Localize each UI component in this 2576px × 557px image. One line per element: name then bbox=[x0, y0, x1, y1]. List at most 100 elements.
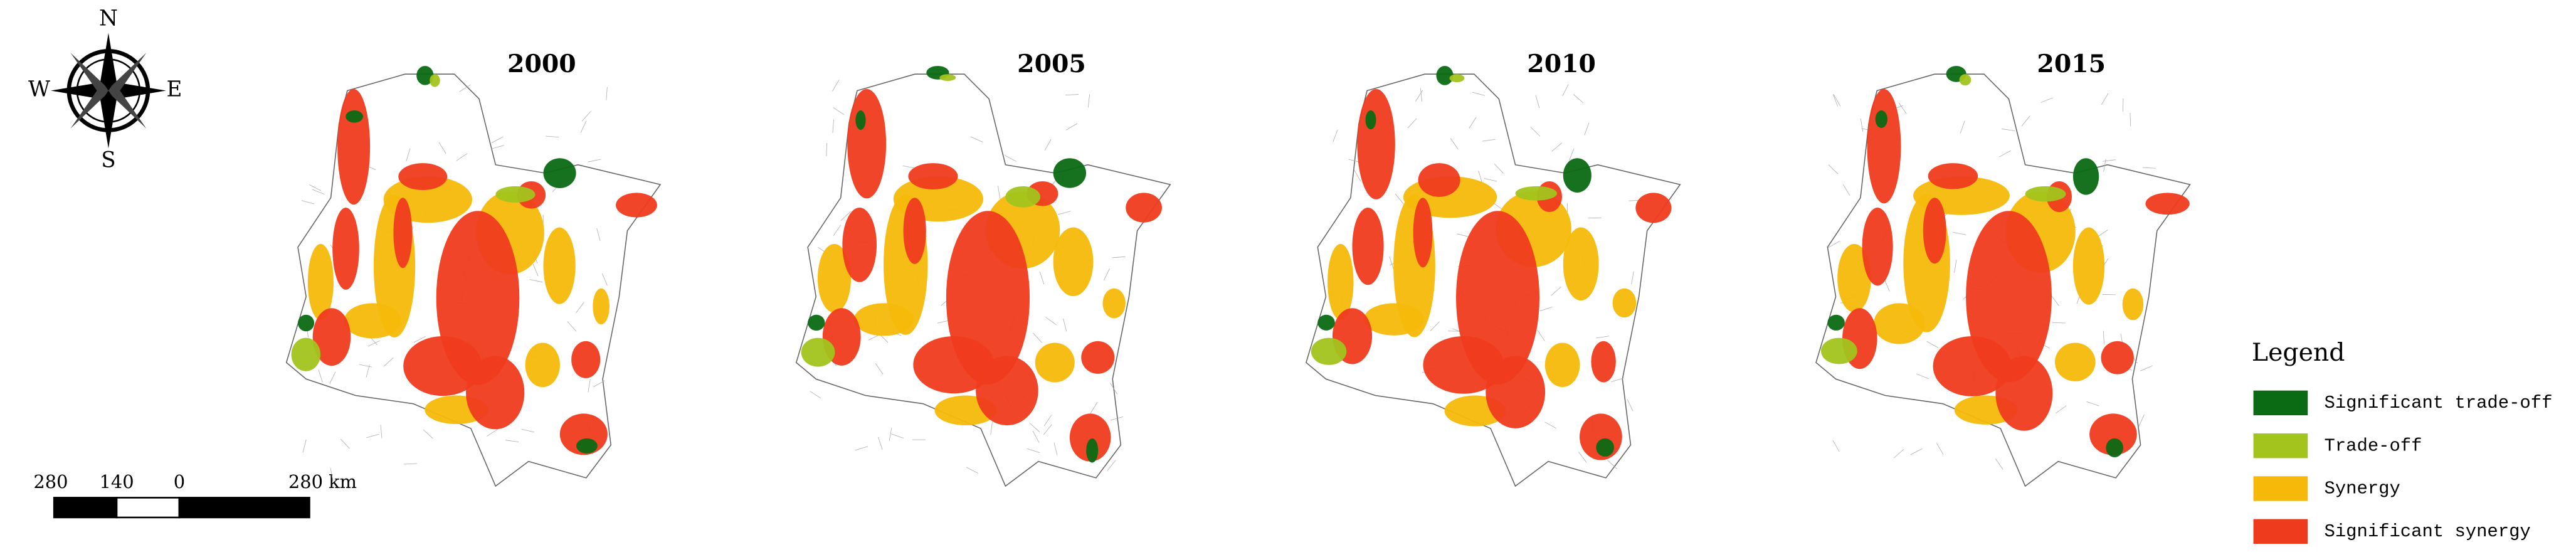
map-panel: 2010 bbox=[1305, 50, 1681, 487]
region bbox=[1596, 438, 1614, 457]
region bbox=[593, 288, 610, 325]
region bbox=[2072, 227, 2105, 305]
boundary-line bbox=[833, 107, 845, 115]
boundary-line bbox=[810, 391, 821, 399]
legend: Legend Significant trade-off Trade-off Syn… bbox=[2252, 338, 2552, 544]
region bbox=[430, 74, 440, 87]
boundary-line bbox=[1112, 256, 1126, 258]
boundary-line bbox=[1043, 415, 1052, 427]
boundary-line bbox=[532, 263, 539, 277]
boundary-line bbox=[1057, 211, 1071, 215]
boundary-line bbox=[826, 142, 827, 156]
boundary-line bbox=[340, 438, 350, 449]
compass: N E S W bbox=[28, 6, 182, 173]
boundary-line bbox=[2140, 365, 2153, 371]
region bbox=[1328, 243, 1354, 321]
boundary-line bbox=[588, 159, 601, 162]
compass-n: N bbox=[99, 6, 118, 31]
region bbox=[616, 193, 657, 218]
region bbox=[847, 88, 887, 199]
boundary-line bbox=[1107, 460, 1116, 471]
boundary-line bbox=[1407, 118, 1417, 129]
region bbox=[817, 243, 852, 313]
region bbox=[855, 110, 866, 130]
boundary-line bbox=[302, 439, 307, 453]
region bbox=[1563, 227, 1599, 301]
boundary-line bbox=[2056, 405, 2067, 414]
boundary-line bbox=[1110, 383, 1118, 395]
boundary-line bbox=[423, 429, 433, 439]
boundary-line bbox=[1828, 164, 1839, 174]
boundary-line bbox=[966, 467, 979, 474]
compass-w: W bbox=[28, 77, 50, 102]
region bbox=[1035, 342, 1075, 383]
region bbox=[1081, 341, 1115, 374]
boundary-line bbox=[1472, 92, 1486, 96]
boundary-line bbox=[2002, 129, 2015, 131]
boundary-line bbox=[596, 228, 601, 241]
boundary-line bbox=[1551, 286, 1561, 296]
boundary-line bbox=[546, 135, 559, 138]
region bbox=[346, 110, 363, 123]
region bbox=[1352, 208, 1384, 285]
map-panel: 2005 bbox=[795, 50, 1171, 487]
legend-label: Significant trade-off bbox=[2325, 393, 2553, 413]
boundary-line bbox=[2051, 295, 2059, 306]
boundary-line bbox=[840, 211, 851, 221]
region bbox=[1357, 88, 1395, 199]
legend-label: Synergy bbox=[2325, 479, 2400, 499]
boundary-line bbox=[889, 428, 892, 441]
boundary-line bbox=[2040, 97, 2054, 103]
boundary-line bbox=[2103, 331, 2104, 344]
boundary-line bbox=[380, 425, 383, 438]
region bbox=[2145, 193, 2190, 215]
boundary-line bbox=[1065, 123, 1078, 130]
region bbox=[1959, 74, 1972, 86]
region bbox=[1933, 336, 2012, 396]
region bbox=[1486, 356, 1546, 428]
boundary-line bbox=[1333, 129, 1338, 142]
region bbox=[1069, 413, 1111, 462]
boundary-line bbox=[1568, 148, 1575, 161]
region bbox=[1995, 356, 2053, 431]
region bbox=[466, 356, 525, 430]
region bbox=[2054, 342, 2096, 381]
boundary-line bbox=[1103, 268, 1110, 281]
boundary-line bbox=[1916, 373, 1929, 379]
region bbox=[1436, 66, 1454, 85]
boundary-line bbox=[1450, 138, 1459, 149]
region bbox=[1363, 303, 1424, 336]
boundary-line bbox=[970, 136, 983, 143]
boundary-line bbox=[312, 189, 325, 195]
boundary-line bbox=[581, 111, 591, 122]
region bbox=[1005, 186, 1040, 208]
region bbox=[1413, 198, 1433, 268]
boundary-line bbox=[832, 119, 834, 133]
boundary-line bbox=[1562, 84, 1569, 97]
region bbox=[543, 227, 576, 304]
legend-label: Trade-off bbox=[2325, 435, 2422, 456]
region bbox=[398, 163, 448, 191]
region bbox=[903, 198, 926, 264]
boundary-line bbox=[1044, 139, 1052, 151]
boundary-line bbox=[1611, 378, 1624, 383]
region bbox=[1612, 288, 1637, 318]
boundary-line bbox=[413, 336, 426, 343]
region bbox=[1923, 198, 1946, 264]
region bbox=[1053, 158, 1087, 188]
region bbox=[1126, 193, 1162, 223]
boundary-line bbox=[2138, 414, 2145, 427]
region bbox=[1365, 110, 1376, 130]
region bbox=[939, 74, 956, 82]
boundary-line bbox=[1063, 318, 1067, 332]
boundary-line bbox=[1053, 442, 1058, 455]
region bbox=[1873, 303, 1925, 344]
region bbox=[1418, 163, 1460, 197]
boundary-line bbox=[330, 468, 334, 482]
region bbox=[801, 337, 835, 367]
boundary-line bbox=[1354, 169, 1361, 182]
boundary-line bbox=[902, 165, 916, 169]
boundary-line bbox=[459, 84, 471, 92]
boundary-line bbox=[2101, 93, 2109, 105]
boundary-line bbox=[2096, 230, 2108, 238]
